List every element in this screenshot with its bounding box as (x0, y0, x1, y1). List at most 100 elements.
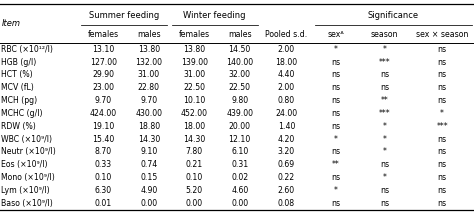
Text: ns: ns (331, 96, 340, 105)
Text: ***: *** (379, 109, 391, 118)
Text: 2.00: 2.00 (278, 45, 295, 54)
Text: 2.60: 2.60 (278, 186, 295, 195)
Text: 2.00: 2.00 (278, 83, 295, 92)
Text: ns: ns (438, 96, 447, 105)
Text: ns: ns (331, 122, 340, 131)
Text: *: * (383, 135, 386, 144)
Text: 424.00: 424.00 (90, 109, 117, 118)
Text: Eos (×10⁹/l): Eos (×10⁹/l) (1, 160, 48, 169)
Text: *: * (383, 45, 386, 54)
Text: ns: ns (438, 160, 447, 169)
Text: 14.30: 14.30 (138, 135, 160, 144)
Text: RDW (%): RDW (%) (1, 122, 36, 131)
Text: sexᴬ: sexᴬ (328, 30, 344, 39)
Text: 0.00: 0.00 (186, 199, 203, 208)
Text: ns: ns (380, 160, 389, 169)
Text: *: * (383, 173, 386, 182)
Text: 140.00: 140.00 (226, 58, 253, 67)
Text: ns: ns (438, 173, 447, 182)
Text: 430.00: 430.00 (136, 109, 163, 118)
Text: 20.00: 20.00 (228, 122, 251, 131)
Text: 0.80: 0.80 (278, 96, 295, 105)
Text: Item: Item (1, 19, 20, 28)
Text: 13.80: 13.80 (183, 45, 205, 54)
Text: 439.00: 439.00 (226, 109, 253, 118)
Text: ***: *** (436, 122, 448, 131)
Text: 19.10: 19.10 (92, 122, 115, 131)
Text: ns: ns (331, 199, 340, 208)
Text: 13.10: 13.10 (92, 45, 115, 54)
Text: 31.00: 31.00 (183, 70, 205, 79)
Text: 0.02: 0.02 (231, 173, 248, 182)
Text: 0.15: 0.15 (140, 173, 157, 182)
Text: *: * (383, 147, 386, 156)
Text: ns: ns (331, 83, 340, 92)
Text: MCHC (g/l): MCHC (g/l) (1, 109, 43, 118)
Text: season: season (371, 30, 398, 39)
Text: **: ** (332, 160, 340, 169)
Text: *: * (334, 45, 338, 54)
Text: 15.40: 15.40 (92, 135, 115, 144)
Text: females: females (179, 30, 210, 39)
Text: Pooled s.d.: Pooled s.d. (265, 30, 308, 39)
Text: 14.30: 14.30 (183, 135, 205, 144)
Text: ns: ns (331, 58, 340, 67)
Text: Lym (×10⁹/l): Lym (×10⁹/l) (1, 186, 50, 195)
Text: 0.21: 0.21 (186, 160, 203, 169)
Text: *: * (440, 109, 444, 118)
Text: 6.10: 6.10 (231, 147, 248, 156)
Text: HGB (g/l): HGB (g/l) (1, 58, 36, 67)
Text: 452.00: 452.00 (181, 109, 208, 118)
Text: ns: ns (380, 199, 389, 208)
Text: 132.00: 132.00 (136, 58, 163, 67)
Text: ns: ns (438, 83, 447, 92)
Text: 6.30: 6.30 (95, 186, 112, 195)
Text: Neutr (×10⁹/l): Neutr (×10⁹/l) (1, 147, 56, 156)
Text: 139.00: 139.00 (181, 58, 208, 67)
Text: ns: ns (380, 83, 389, 92)
Text: 1.40: 1.40 (278, 122, 295, 131)
Text: WBC (×10⁹/l): WBC (×10⁹/l) (1, 135, 53, 144)
Text: 127.00: 127.00 (90, 58, 117, 67)
Text: RBC (×10¹²/l): RBC (×10¹²/l) (1, 45, 53, 54)
Text: 12.10: 12.10 (228, 135, 251, 144)
Text: 18.00: 18.00 (183, 122, 205, 131)
Text: 9.70: 9.70 (140, 96, 157, 105)
Text: 23.00: 23.00 (92, 83, 115, 92)
Text: ns: ns (380, 70, 389, 79)
Text: ns: ns (438, 70, 447, 79)
Text: Mono (×10⁹/l): Mono (×10⁹/l) (1, 173, 55, 182)
Text: 22.80: 22.80 (138, 83, 160, 92)
Text: 4.60: 4.60 (231, 186, 248, 195)
Text: 18.00: 18.00 (275, 58, 298, 67)
Text: males: males (228, 30, 252, 39)
Text: HCT (%): HCT (%) (1, 70, 33, 79)
Text: 4.90: 4.90 (140, 186, 157, 195)
Text: males: males (137, 30, 161, 39)
Text: Baso (×10⁹/l): Baso (×10⁹/l) (1, 199, 53, 208)
Text: 24.00: 24.00 (275, 109, 298, 118)
Text: 0.22: 0.22 (278, 173, 295, 182)
Text: 0.69: 0.69 (278, 160, 295, 169)
Text: 0.00: 0.00 (231, 199, 248, 208)
Text: ns: ns (331, 173, 340, 182)
Text: Summer feeding: Summer feeding (89, 11, 159, 20)
Text: 0.10: 0.10 (95, 173, 112, 182)
Text: **: ** (381, 96, 388, 105)
Text: ns: ns (438, 135, 447, 144)
Text: ns: ns (438, 186, 447, 195)
Text: *: * (383, 122, 386, 131)
Text: 5.20: 5.20 (186, 186, 203, 195)
Text: females: females (88, 30, 119, 39)
Text: 0.74: 0.74 (140, 160, 157, 169)
Text: 0.10: 0.10 (186, 173, 203, 182)
Text: ns: ns (331, 109, 340, 118)
Text: ***: *** (379, 58, 391, 67)
Text: 3.20: 3.20 (278, 147, 295, 156)
Text: 0.01: 0.01 (95, 199, 112, 208)
Text: 9.80: 9.80 (231, 96, 248, 105)
Text: 10.10: 10.10 (183, 96, 205, 105)
Text: 4.20: 4.20 (278, 135, 295, 144)
Text: 0.00: 0.00 (140, 199, 157, 208)
Text: ns: ns (331, 147, 340, 156)
